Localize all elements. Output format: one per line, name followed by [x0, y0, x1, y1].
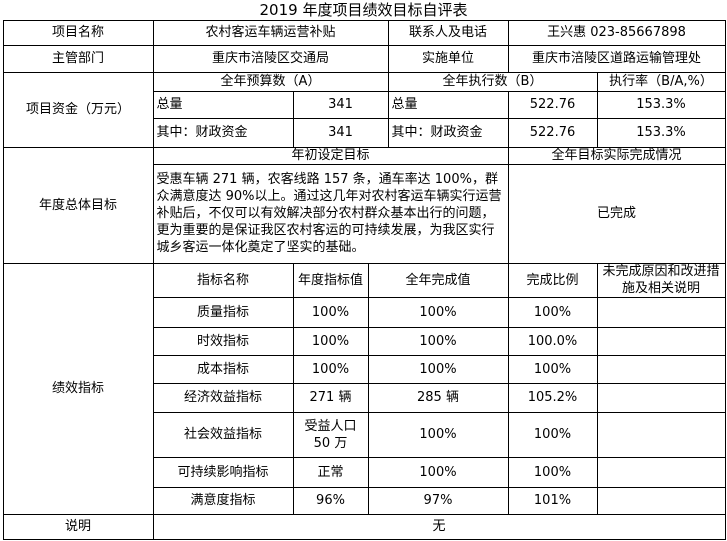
- table-cell: 重庆市涪陵区道路运输管理处: [507, 44, 726, 73]
- table-cell: 主管部门: [2, 44, 154, 73]
- table-cell: 100.0%: [507, 326, 598, 356]
- table-cell: 97%: [367, 486, 509, 515]
- table-cell: 100%: [367, 296, 509, 328]
- table-cell: 绩效指标: [2, 262, 154, 515]
- table-cell: 全年目标实际完成情况: [507, 146, 726, 165]
- table-cell: 指标名称: [152, 262, 294, 298]
- table-cell: 100%: [367, 354, 509, 384]
- table-cell: 未完成原因和改进措施及相关说明: [596, 262, 726, 298]
- table-cell: 100%: [367, 326, 509, 356]
- table-cell: 联系人及电话: [387, 19, 509, 46]
- empty-cell: [596, 411, 726, 458]
- table-cell: 已完成: [507, 163, 726, 264]
- table-cell: 重庆市涪陵区交通局: [152, 44, 389, 73]
- table-cell: 96%: [292, 486, 369, 515]
- table-cell: 全年预算数（A）: [152, 71, 389, 92]
- table-cell: 522.76: [507, 90, 598, 119]
- table-title: 2019 年度项目绩效目标自评表: [259, 1, 468, 19]
- table-cell: 项目资金（万元）: [2, 71, 154, 148]
- table-cell: 153.3%: [596, 90, 726, 119]
- empty-cell: [596, 456, 726, 488]
- table-cell: 满意度指标: [152, 486, 294, 515]
- table-cell: 100%: [507, 296, 598, 328]
- table-cell: 105.2%: [507, 382, 598, 413]
- table-cell: 341: [292, 90, 389, 119]
- table-cell: 实施单位: [387, 44, 509, 73]
- table-cell: 正常: [292, 456, 369, 488]
- table-cell: 时效指标: [152, 326, 294, 356]
- table-cell: 受惠车辆 271 辆，农客线路 157 条，通车率达 100%，群众满意度达 9…: [152, 163, 509, 264]
- table-cell: 受益人口50 万: [292, 411, 369, 458]
- table-cell: 100%: [507, 354, 598, 384]
- table-cell: 100%: [292, 326, 369, 356]
- empty-cell: [596, 354, 726, 384]
- table-cell: 100%: [367, 456, 509, 488]
- table-cell: 100%: [507, 456, 598, 488]
- table-cell: 100%: [292, 354, 369, 384]
- table-cell: 无: [152, 513, 726, 540]
- table-cell: 100%: [292, 296, 369, 328]
- table-cell: 农村客运车辆运营补贴: [152, 19, 389, 46]
- table-cell: 项目名称: [2, 19, 154, 46]
- table-cell: 285 辆: [367, 382, 509, 413]
- table-cell: 完成比例: [507, 262, 598, 298]
- table-cell: 101%: [507, 486, 598, 515]
- table-cell: 341: [292, 117, 389, 148]
- table-cell: 经济效益指标: [152, 382, 294, 413]
- table-cell: 其中：财政资金: [387, 117, 509, 148]
- empty-cell: [596, 326, 726, 356]
- table-cell: 522.76: [507, 117, 598, 148]
- table-cell: 年初设定目标: [152, 146, 509, 165]
- table-cell: 质量指标: [152, 296, 294, 328]
- table-cell: 说明: [2, 513, 154, 540]
- table-cell: 王兴惠 023-85667898: [507, 19, 726, 46]
- table-cell: 总量: [387, 90, 509, 119]
- table-cell: 成本指标: [152, 354, 294, 384]
- table-cell: 271 辆: [292, 382, 369, 413]
- table-cell: 年度指标值: [292, 262, 369, 298]
- table-cell: 执行率（B/A,%）: [596, 71, 726, 92]
- empty-cell: [596, 296, 726, 328]
- empty-cell: [596, 486, 726, 515]
- table-cell: 社会效益指标: [152, 411, 294, 458]
- empty-cell: [596, 382, 726, 413]
- table-cell: 全年完成值: [367, 262, 509, 298]
- table-cell: 年度总体目标: [2, 146, 154, 264]
- table-cell: 100%: [367, 411, 509, 458]
- table-cell: 其中：财政资金: [152, 117, 294, 148]
- table-cell: 全年执行数（B）: [387, 71, 598, 92]
- table-cell: 100%: [507, 411, 598, 458]
- table-cell: 可持续影响指标: [152, 456, 294, 488]
- table-cell: 总量: [152, 90, 294, 119]
- table-cell: 153.3%: [596, 117, 726, 148]
